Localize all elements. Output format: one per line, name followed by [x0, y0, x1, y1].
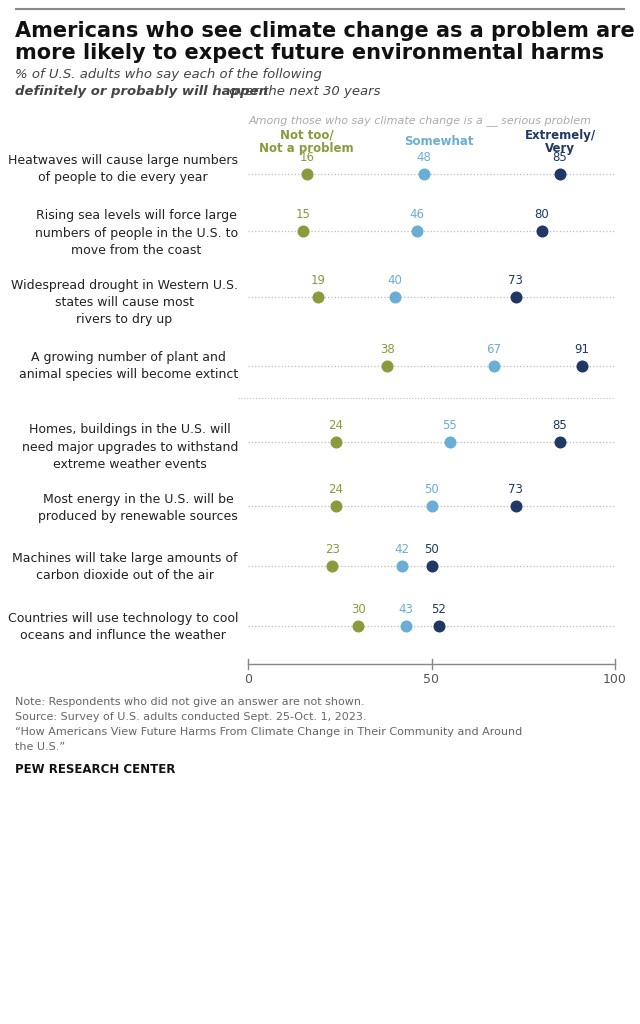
Text: the U.S.”: the U.S.”	[15, 742, 65, 752]
Point	[331, 498, 341, 514]
Text: definitely or probably will happen: definitely or probably will happen	[15, 85, 268, 98]
Point	[312, 289, 323, 305]
Text: 91: 91	[575, 343, 589, 356]
Text: Most energy in the U.S. will be
produced by renewable sources: Most energy in the U.S. will be produced…	[38, 493, 238, 523]
Text: Among those who say climate change is a __ serious problem: Among those who say climate change is a …	[248, 115, 591, 126]
Point	[577, 357, 587, 374]
Text: Countries will use technology to cool
oceans and influnce the weather: Countries will use technology to cool oc…	[8, 612, 238, 642]
Point	[419, 166, 429, 182]
Text: Not a problem: Not a problem	[259, 142, 354, 155]
Text: Somewhat: Somewhat	[404, 135, 474, 148]
Text: 67: 67	[486, 343, 501, 356]
Point	[327, 558, 337, 574]
Point	[301, 166, 312, 182]
Text: Not too/: Not too/	[280, 129, 333, 142]
Point	[401, 617, 411, 634]
Text: 15: 15	[296, 208, 310, 221]
Text: Note: Respondents who did not give an answer are not shown.: Note: Respondents who did not give an an…	[15, 697, 365, 707]
Text: 85: 85	[552, 151, 567, 164]
Text: % of U.S. adults who say each of the following: % of U.S. adults who say each of the fol…	[15, 68, 326, 81]
Text: more likely to expect future environmental harms: more likely to expect future environment…	[15, 43, 604, 63]
Text: Heatwaves will cause large numbers
of people to die every year: Heatwaves will cause large numbers of pe…	[8, 154, 238, 184]
Point	[331, 434, 341, 451]
Point	[382, 357, 392, 374]
Text: 50: 50	[424, 543, 439, 556]
Point	[536, 223, 547, 240]
Text: 16: 16	[300, 151, 314, 164]
Text: 24: 24	[328, 419, 344, 432]
Text: 50: 50	[424, 483, 439, 496]
Text: 46: 46	[410, 208, 424, 221]
Text: Homes, buildings in the U.S. will
need major upgrades to withstand
extreme weath: Homes, buildings in the U.S. will need m…	[22, 424, 238, 470]
Text: 73: 73	[508, 483, 524, 496]
Text: 48: 48	[417, 151, 431, 164]
Text: 23: 23	[325, 543, 340, 556]
Text: 100: 100	[603, 673, 627, 686]
Point	[434, 617, 444, 634]
Text: “How Americans View Future Harms From Climate Change in Their Community and Arou: “How Americans View Future Harms From Cl…	[15, 727, 522, 737]
Point	[426, 558, 436, 574]
Point	[390, 289, 400, 305]
Text: 52: 52	[431, 603, 446, 616]
Point	[555, 434, 565, 451]
Text: 19: 19	[310, 274, 325, 287]
Text: Americans who see climate change as a problem are: Americans who see climate change as a pr…	[15, 22, 635, 41]
Point	[555, 166, 565, 182]
Text: 0: 0	[244, 673, 252, 686]
Text: 55: 55	[442, 419, 457, 432]
Point	[426, 498, 436, 514]
Text: 50: 50	[424, 673, 440, 686]
Text: 73: 73	[508, 274, 524, 287]
Text: 43: 43	[398, 603, 413, 616]
Point	[511, 498, 521, 514]
Text: 80: 80	[534, 208, 549, 221]
Point	[298, 223, 308, 240]
Point	[445, 434, 455, 451]
Text: 85: 85	[552, 419, 567, 432]
Text: Very: Very	[545, 142, 575, 155]
Text: 40: 40	[387, 274, 402, 287]
Text: Machines will take large amounts of
carbon dioxide out of the air: Machines will take large amounts of carb…	[13, 552, 238, 582]
Text: Source: Survey of U.S. adults conducted Sept. 25-Oct. 1, 2023.: Source: Survey of U.S. adults conducted …	[15, 712, 367, 722]
Point	[353, 617, 364, 634]
Text: A growing number of plant and
animal species will become extinct: A growing number of plant and animal spe…	[19, 351, 238, 381]
Text: Extremely/: Extremely/	[524, 129, 595, 142]
Text: 42: 42	[395, 543, 410, 556]
Text: over the next 30 years: over the next 30 years	[225, 85, 381, 98]
Text: 24: 24	[328, 483, 344, 496]
Text: 30: 30	[351, 603, 365, 616]
Text: Widespread drought in Western U.S.
states will cause most
rivers to dry up: Widespread drought in Western U.S. state…	[11, 279, 238, 326]
Point	[412, 223, 422, 240]
Point	[397, 558, 407, 574]
Point	[489, 357, 499, 374]
Point	[511, 289, 521, 305]
Text: Rising sea levels will force large
numbers of people in the U.S. to
move from th: Rising sea levels will force large numbe…	[35, 210, 238, 256]
Text: 38: 38	[380, 343, 395, 356]
Text: PEW RESEARCH CENTER: PEW RESEARCH CENTER	[15, 763, 175, 776]
